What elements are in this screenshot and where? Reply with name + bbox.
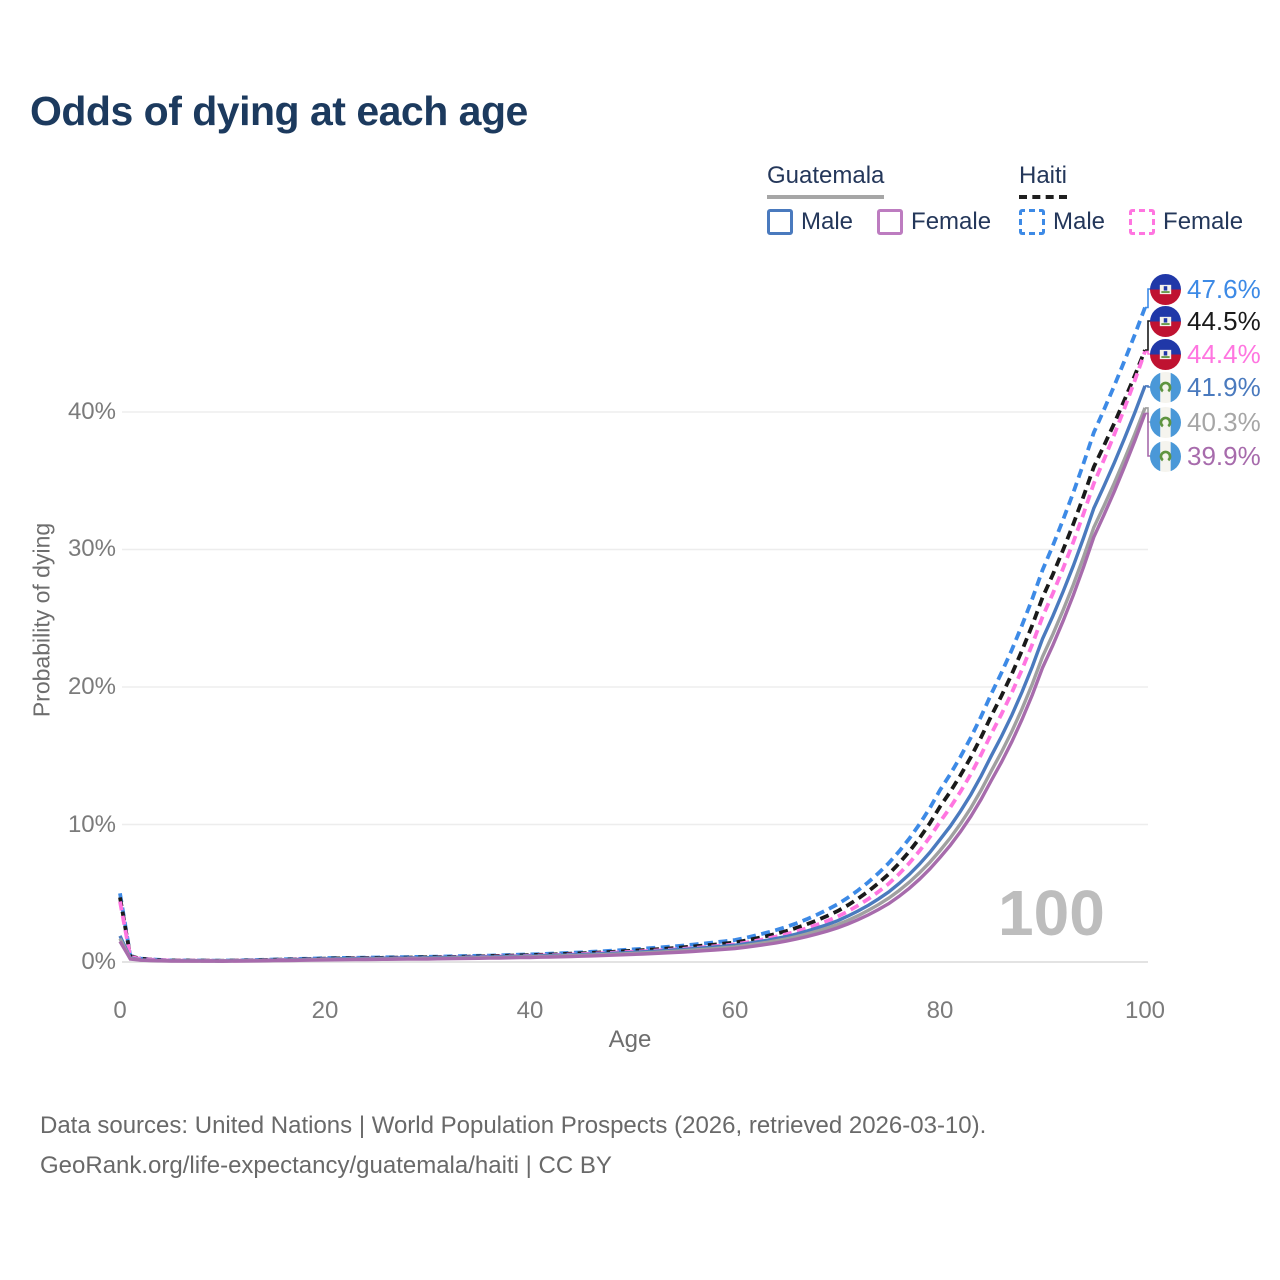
y-tick-0: 0% [81,948,116,975]
end-label-value: 39.9% [1187,440,1261,471]
x-tick-60: 60 [721,997,749,1024]
guatemala-flag-icon [1150,371,1181,403]
legend-item-haiti-male[interactable]: Male [1019,208,1105,236]
footer-attribution: GeoRank.org/life-expectancy/guatemala/ha… [40,1152,612,1179]
x-tick-40: 40 [516,997,544,1024]
legend-country-haiti[interactable]: Haiti [1019,162,1068,199]
end-label-row-guatemala-combined: 40.3% [1150,406,1261,438]
end-label-value: 44.5% [1187,305,1261,336]
legend-group-haiti: Haiti Male Female [1019,162,1243,236]
legend-group-guatemala: Guatemala Male Female [767,162,991,236]
y-axis-title: Probability of dying [28,522,55,718]
legend-items-haiti: Male Female [1019,208,1243,236]
guatemala-flag-icon [1150,406,1181,438]
end-label-row-guatemala-female: 39.9% [1150,440,1261,472]
legend-label-haiti-female: Female [1163,208,1244,235]
haiti-male-swatch [1019,209,1045,235]
haiti-flag-icon [1150,273,1181,305]
legend-label-guatemala-female: Female [911,208,992,235]
chart-canvas[interactable] [0,0,1280,1080]
guatemala-flag-icon [1150,440,1181,472]
series-line-guatemala-female[interactable] [118,412,1147,963]
series-line-haiti-male[interactable] [118,306,1147,963]
x-tick-0: 0 [113,997,127,1024]
end-label-value: 44.4% [1187,338,1261,369]
footer: Data sources: United Nations | World Pop… [40,1106,986,1186]
legend-item-guatemala-male[interactable]: Male [767,208,853,236]
legend-label-haiti-male: Male [1053,208,1106,235]
footer-data-sources: Data sources: United Nations | World Pop… [40,1112,987,1139]
legend-country-guatemala[interactable]: Guatemala [767,162,885,199]
chart-title: Odds of dying at each age [30,88,528,134]
y-tick-20: 20% [67,673,116,700]
haiti-flag-icon [1150,305,1181,337]
guatemala-female-swatch [877,209,904,235]
legend-item-haiti-female[interactable]: Female [1129,208,1243,236]
series-line-guatemala-male[interactable] [118,385,1147,963]
y-tick-40: 40% [67,398,116,425]
end-label-value: 40.3% [1187,406,1261,437]
end-label-row-haiti-male: 47.6% [1150,273,1261,305]
hover-age-indicator: 100 [998,877,1105,949]
series-line-haiti-female[interactable] [118,350,1147,963]
x-tick-100: 100 [1124,997,1166,1024]
haiti-flag-icon [1150,338,1181,370]
end-label-value: 41.9% [1187,371,1261,402]
legend-label-guatemala-male: Male [801,208,854,235]
legend-items-guatemala: Male Female [767,208,991,236]
haiti-female-swatch [1129,209,1156,235]
end-label-row-haiti-female: 44.4% [1150,338,1261,370]
series-line-guatemala-combined[interactable] [118,407,1147,963]
x-axis-title: Age [608,1026,652,1053]
y-tick-10: 10% [67,811,116,838]
end-label-value: 47.6% [1187,273,1261,304]
y-tick-30: 30% [67,535,116,562]
legend-item-guatemala-female[interactable]: Female [877,208,991,236]
x-tick-20: 20 [311,997,339,1024]
end-label-row-guatemala-male: 41.9% [1150,371,1261,403]
end-label-row-haiti-combined: 44.5% [1150,305,1261,337]
series-line-haiti-combined[interactable] [118,349,1147,963]
x-tick-80: 80 [926,997,954,1024]
guatemala-male-swatch [767,209,793,235]
